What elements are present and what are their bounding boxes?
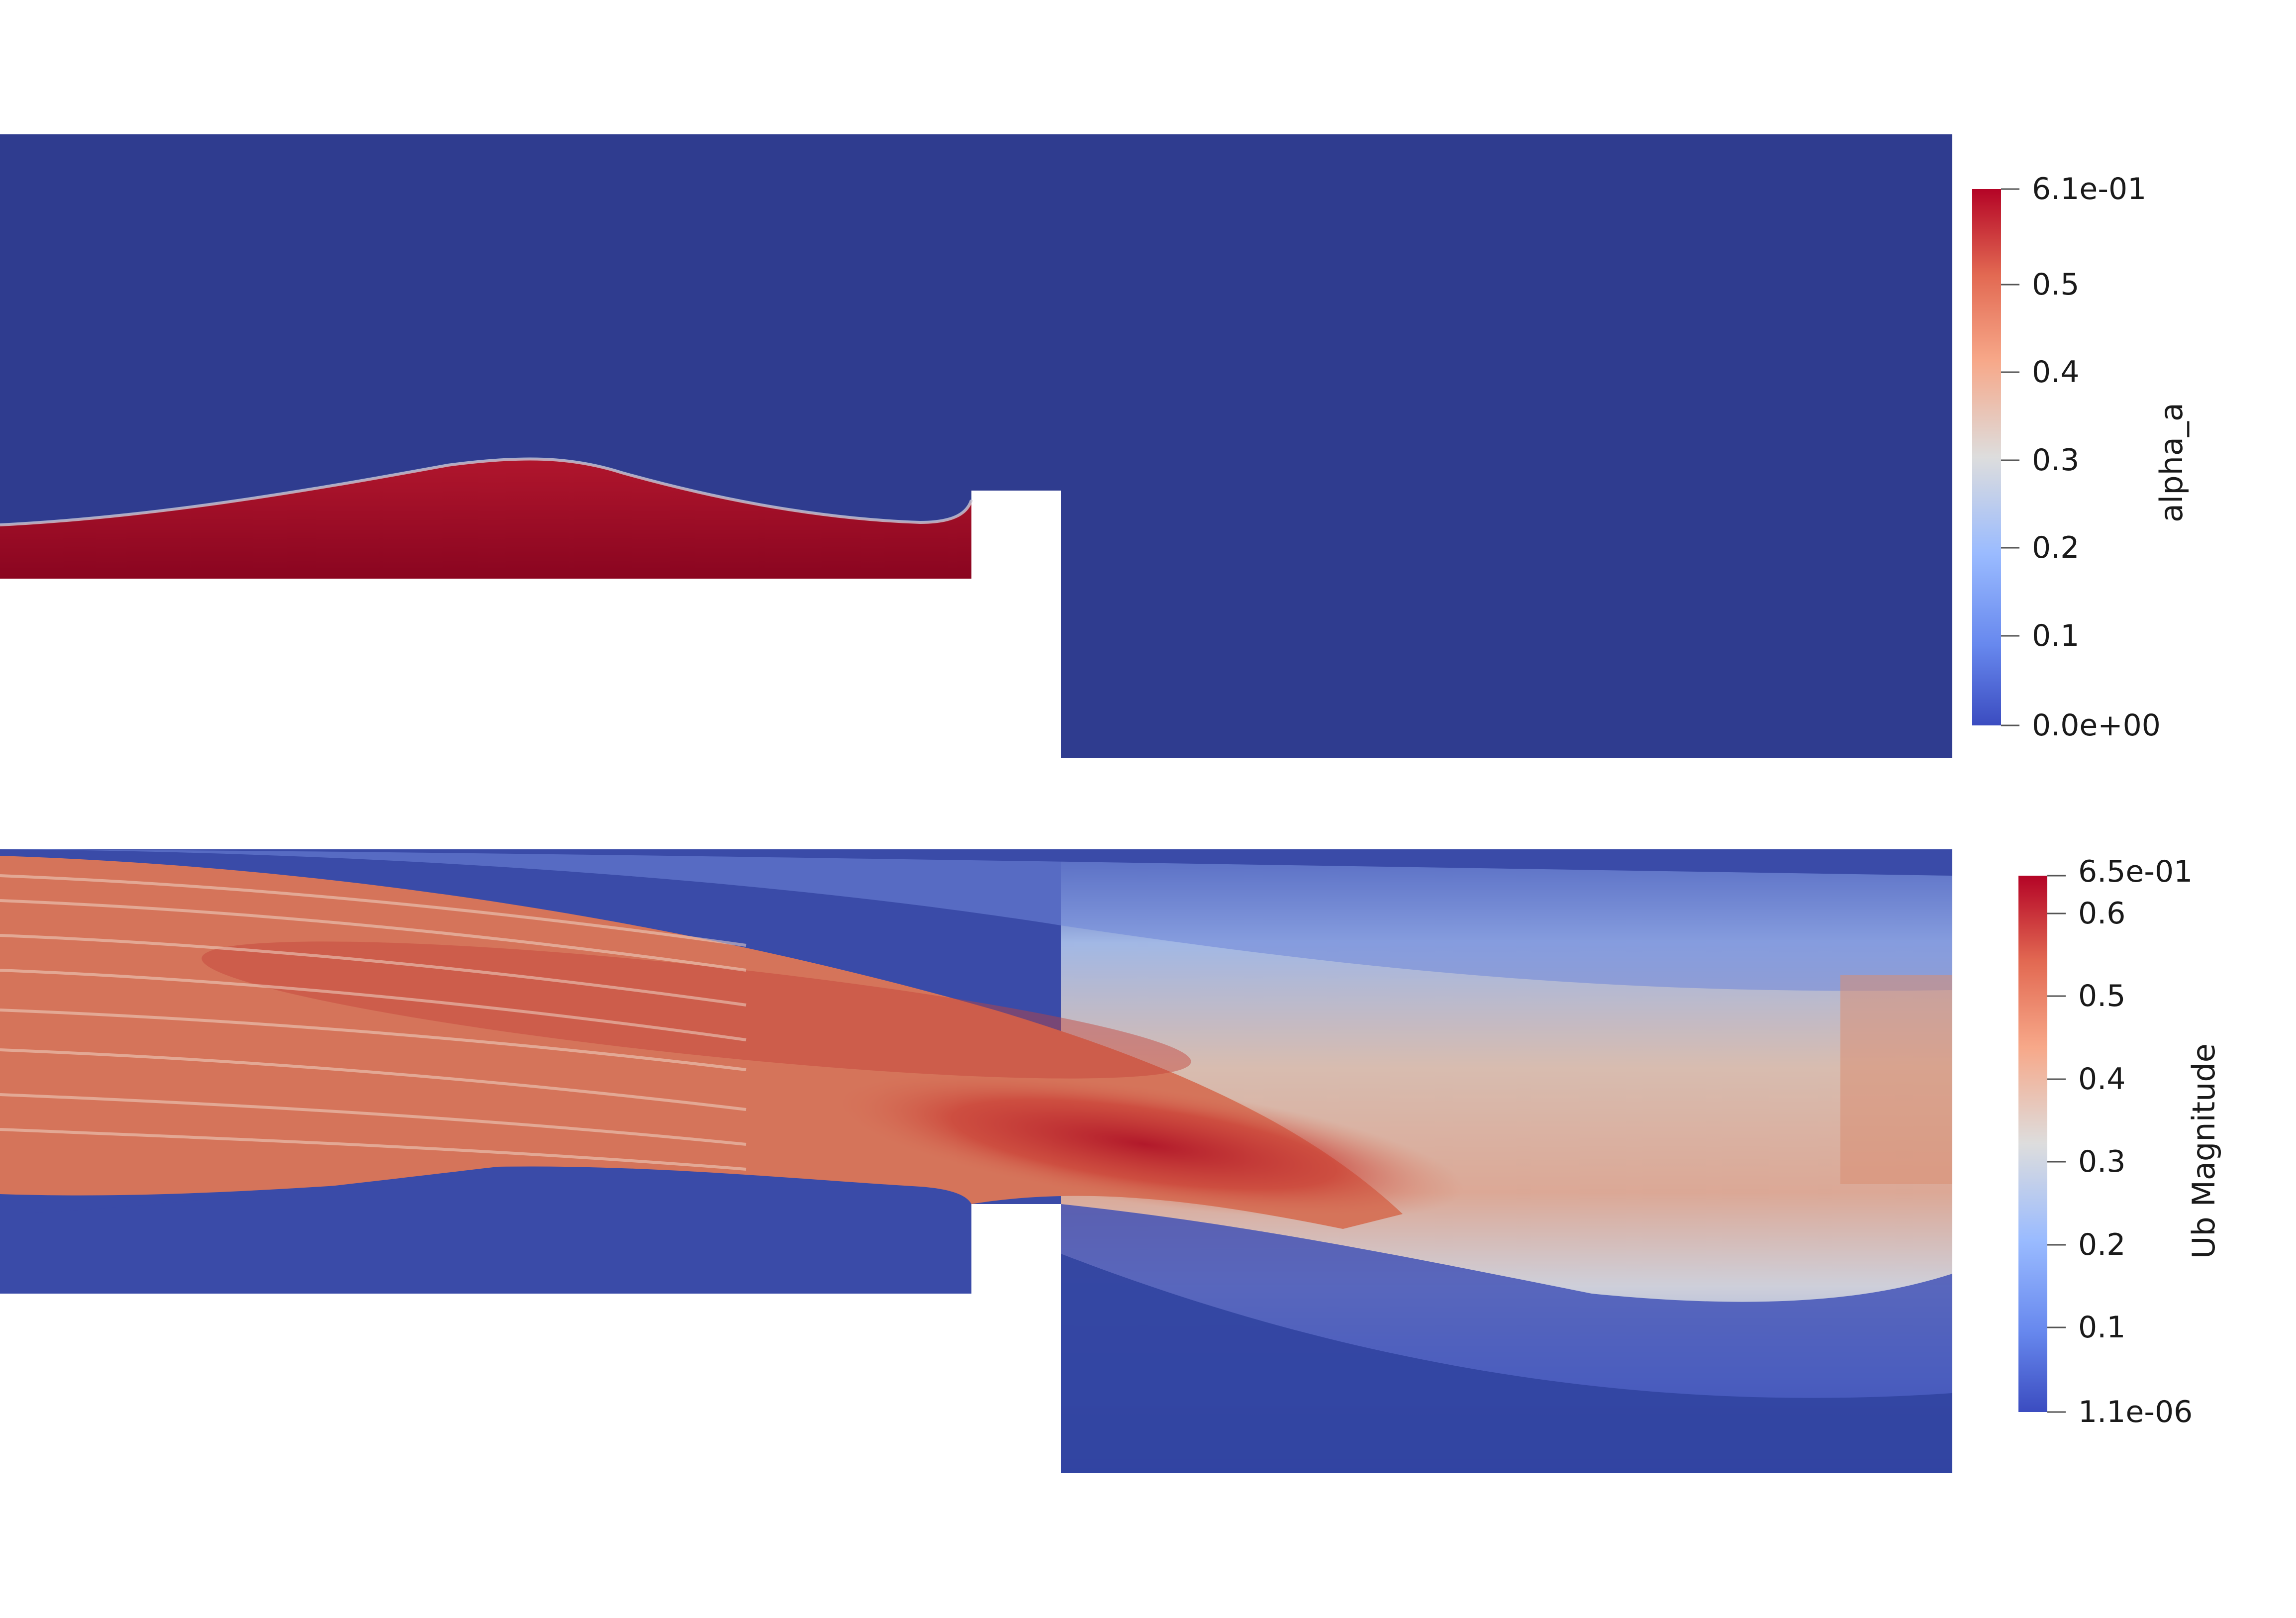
velocity-colorbar-ticks bbox=[2047, 875, 2066, 1413]
velocity-colorbar-title: Ub Magnitude bbox=[2186, 1043, 2222, 1259]
velocity-step-obstacle bbox=[971, 1204, 1061, 1294]
alpha-colorbar-tick: 0.5 bbox=[2032, 267, 2080, 302]
velocity-colorbar bbox=[2018, 876, 2047, 1412]
alpha-colorbar-tick: 0.3 bbox=[2032, 443, 2080, 478]
velocity-colorbar-tick: 0.2 bbox=[2078, 1227, 2126, 1262]
velocity-colorbar-tick: 0.6 bbox=[2078, 896, 2126, 931]
velocity-colorbar-tick: 0.3 bbox=[2078, 1144, 2126, 1179]
alpha-colorbar-ticks bbox=[2001, 188, 2019, 726]
alpha-colorbar-tick: 0.2 bbox=[2032, 530, 2080, 565]
alpha-colorbar-tick: 0.4 bbox=[2032, 355, 2080, 390]
alpha-sediment-bed bbox=[0, 459, 971, 579]
alpha-step-obstacle bbox=[971, 491, 1061, 579]
velocity-colorbar-tick: 0.4 bbox=[2078, 1062, 2126, 1097]
velocity-colorbar-max: 6.5e-01 bbox=[2078, 854, 2193, 889]
alpha-colorbar-max: 6.1e-01 bbox=[2032, 172, 2147, 206]
velocity-colorbar-tick: 0.5 bbox=[2078, 979, 2126, 1013]
alpha-colorbar bbox=[1972, 189, 2001, 725]
alpha-colorbar-tick: 0.1 bbox=[2032, 618, 2080, 653]
alpha-colorbar-min: 0.0e+00 bbox=[2032, 708, 2161, 743]
velocity-field bbox=[0, 849, 1952, 1473]
velocity-colorbar-tick: 0.1 bbox=[2078, 1310, 2126, 1345]
velocity-colorbar-min: 1.1e-06 bbox=[2078, 1395, 2193, 1429]
alpha-interface-line bbox=[0, 457, 973, 526]
alpha-domain bbox=[0, 134, 1952, 758]
